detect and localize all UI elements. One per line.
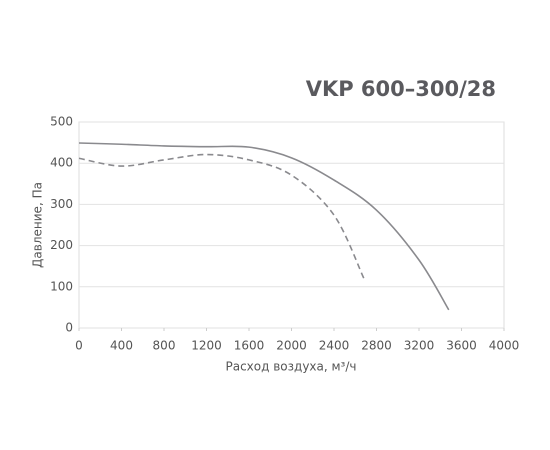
y-tick-label: 400 — [50, 156, 73, 170]
curve — [78, 153, 365, 279]
x-axis-label: Расход воздуха, м³/ч — [225, 360, 356, 374]
x-tick-label: 3600 — [446, 339, 477, 353]
x-tick-label: 2400 — [319, 339, 350, 353]
chart-title: VKP 600–300/28 — [306, 77, 496, 101]
plot-border — [78, 121, 505, 329]
y-tick-label: 100 — [50, 279, 73, 293]
y-tick-label: 0 — [65, 321, 73, 335]
x-tick-label: 3200 — [404, 339, 435, 353]
y-axis-label: Давление, Па — [31, 182, 45, 268]
y-tick-label: 300 — [50, 197, 73, 211]
x-tick-label: 800 — [153, 339, 176, 353]
curve — [78, 142, 450, 311]
y-tick-label: 200 — [50, 238, 73, 252]
x-tick-label: 1200 — [191, 339, 222, 353]
y-tick-label: 500 — [50, 115, 73, 129]
x-tick-label: 2800 — [361, 339, 392, 353]
x-tick-label: 1600 — [234, 339, 265, 353]
x-tick-label: 400 — [110, 339, 133, 353]
x-tick-label: 0 — [75, 339, 83, 353]
x-tick-label: 4000 — [489, 339, 520, 353]
x-tick-label: 2000 — [276, 339, 307, 353]
